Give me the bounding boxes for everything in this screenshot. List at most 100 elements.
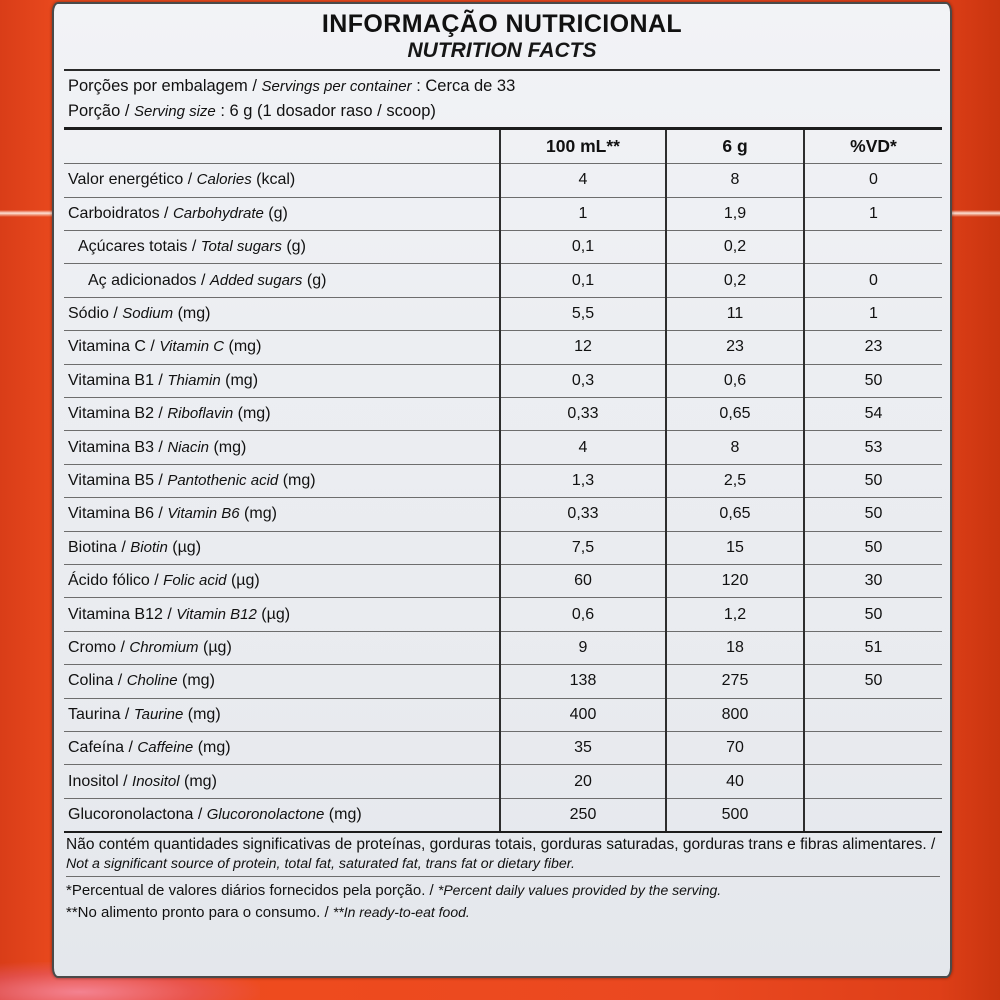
row-value-100ml: 4 <box>499 163 666 198</box>
nutrient-name-en: Vitamin B12 <box>176 605 257 623</box>
row-value-6g: 2,5 <box>665 464 804 499</box>
row-value-6g: 800 <box>665 698 804 732</box>
table-row: Glucoronolactona / Glucoronolactone (mg)… <box>64 798 942 833</box>
nutrient-unit: (mg) <box>179 772 217 790</box>
footnote-daily-values-pt: *Percentual de valores diários fornecido… <box>66 882 434 900</box>
row-value-100ml: 4 <box>499 430 666 465</box>
serving-size-value: 6 g (1 dosador raso / scoop) <box>229 102 436 121</box>
row-value-vd: 50 <box>803 464 942 499</box>
nutrient-name-pt: Cafeína <box>68 739 125 757</box>
nutrient-name-en: Total sugars <box>200 238 282 256</box>
table-header-row: 100 mL** 6 g %VD* <box>64 128 942 165</box>
row-nutrient-name: Vitamina B5 / Pantothenic acid (mg) <box>64 464 500 499</box>
table-row: Vitamina B5 / Pantothenic acid (mg) 1,3 2,… <box>64 464 942 499</box>
row-value-6g: 18 <box>665 631 804 666</box>
row-nutrient-name: Inositol / Inositol (mg) <box>64 764 500 799</box>
row-value-6g: 0,65 <box>665 397 804 432</box>
label-title-pt: INFORMAÇÃO NUTRICIONAL <box>321 10 683 38</box>
table-row: Açúcares totais / Total sugars (g) 0,1 0,2 <box>64 230 942 265</box>
table-row: Vitamina B6 / Vitamin B6 (mg) 0,33 0,65 50 <box>64 497 942 532</box>
nutrient-name-pt: Vitamina C <box>68 338 146 356</box>
nutrient-unit: (g) <box>281 238 306 256</box>
servings-per-container-value: Cerca de 33 <box>425 77 516 96</box>
row-nutrient-name: Cafeína / Caffeine (mg) <box>64 731 500 766</box>
nutrient-unit: (mg) <box>324 805 362 823</box>
row-value-vd <box>803 798 942 833</box>
nutrient-name-pt: Vitamina B2 <box>68 405 154 423</box>
footnotes-block: Não contém quantidades significativas de… <box>64 835 940 924</box>
servings-per-container-label-en: Servings per container <box>261 78 412 96</box>
serving-size-label-pt: Porção <box>68 102 121 121</box>
table-row: Ácido fólico / Folic acid (µg) 60 120 30 <box>64 564 942 599</box>
row-nutrient-name: Vitamina C / Vitamin C (mg) <box>64 330 500 365</box>
row-value-100ml: 12 <box>499 330 666 365</box>
nutrient-name-pt: Glucoronolactona <box>68 805 194 823</box>
nutrient-name-pt: Açúcares totais <box>78 238 188 256</box>
nutrient-name-en: Biotin <box>130 538 168 556</box>
table-row: Carboidratos / Carbohydrate (g) 1 1,9 1 <box>64 197 942 232</box>
table-row: Inositol / Inositol (mg) 20 40 <box>64 764 942 799</box>
nutrient-name-pt: Valor energético <box>68 171 184 189</box>
row-value-6g: 1,9 <box>665 197 804 232</box>
row-value-vd <box>803 731 942 766</box>
row-value-100ml: 250 <box>499 798 666 833</box>
row-value-6g: 0,6 <box>665 364 804 399</box>
nutrient-unit: (kcal) <box>251 171 296 189</box>
footnote-ready-to-eat-pt: **No alimento pronto para o consumo. / <box>66 903 329 921</box>
nutrient-name-en: Caffeine <box>137 739 194 757</box>
nutrient-name-en: Choline <box>126 672 178 690</box>
nutrient-name-en: Niacin <box>167 438 210 456</box>
row-value-6g: 40 <box>665 764 804 799</box>
row-value-6g: 8 <box>665 430 804 465</box>
nutrition-label-panel: INFORMAÇÃO NUTRICIONAL NUTRITION FACTS P… <box>52 2 952 978</box>
row-value-vd: 0 <box>803 163 942 198</box>
row-nutrient-name: Biotina / Biotin (µg) <box>64 531 500 565</box>
nutrient-unit: (µg) <box>167 538 202 556</box>
row-value-vd <box>803 764 942 799</box>
header-100ml: 100 mL** <box>499 128 666 165</box>
row-value-vd: 30 <box>803 564 942 599</box>
row-value-vd: 23 <box>803 330 942 365</box>
row-value-vd: 50 <box>803 597 942 632</box>
servings-per-container-label-pt: Porções por embalagem <box>68 77 248 96</box>
row-nutrient-name: Cromo / Chromium (µg) <box>64 631 500 666</box>
nutrient-name-pt: Ácido fólico <box>68 572 150 590</box>
row-value-vd: 50 <box>803 664 942 699</box>
row-nutrient-name: Aç adicionados / Added sugars (g) <box>64 263 500 298</box>
nutrient-unit: (g) <box>302 271 327 289</box>
servings-per-container-line: Porções por embalagem / Servings per con… <box>68 77 516 96</box>
nutrient-unit: (µg) <box>226 572 260 590</box>
table-row: Cromo / Chromium (µg) 9 18 51 <box>64 631 942 666</box>
nutrient-unit: (mg) <box>224 338 262 356</box>
row-value-6g: 70 <box>665 731 804 766</box>
nutrient-name-pt: Sódio <box>68 305 109 323</box>
nutrient-unit: (g) <box>263 204 288 222</box>
nutrient-name-en: Inositol <box>132 772 180 790</box>
nutrient-name-en: Calories <box>196 171 252 189</box>
row-value-100ml: 1 <box>499 197 666 232</box>
row-value-100ml: 35 <box>499 731 666 766</box>
label-title-en: NUTRITION FACTS <box>407 39 597 62</box>
row-value-vd: 1 <box>803 297 942 332</box>
nutrient-name-pt: Vitamina B6 <box>68 505 154 523</box>
row-value-vd: 53 <box>803 430 942 465</box>
table-row: Vitamina B3 / Niacin (mg) 4 8 53 <box>64 430 942 465</box>
row-nutrient-name: Vitamina B1 / Thiamin (mg) <box>64 364 500 399</box>
row-value-6g: 120 <box>665 564 804 599</box>
footnote-not-significant: Não contém quantidades significativas de… <box>66 835 940 874</box>
nutrient-name-en: Vitamin B6 <box>167 505 240 523</box>
nutrient-name-en: Folic acid <box>163 572 227 590</box>
row-value-100ml: 0,6 <box>499 597 666 632</box>
nutrient-unit: (mg) <box>233 405 271 423</box>
row-value-vd <box>803 230 942 265</box>
row-value-100ml: 0,1 <box>499 230 666 265</box>
nutrient-unit: (mg) <box>239 505 277 523</box>
row-value-100ml: 138 <box>499 664 666 699</box>
row-nutrient-name: Vitamina B3 / Niacin (mg) <box>64 430 500 465</box>
nutrition-facts-table: 100 mL** 6 g %VD* Valor energético / Cal… <box>64 127 942 833</box>
nutrient-unit: (mg) <box>220 371 259 389</box>
table-row: Vitamina B1 / Thiamin (mg) 0,3 0,6 50 <box>64 364 942 399</box>
nutrient-name-pt: Carboidratos <box>68 204 160 222</box>
nutrient-name-pt: Vitamina B5 <box>68 472 154 489</box>
nutrient-unit: (mg) <box>173 305 211 323</box>
